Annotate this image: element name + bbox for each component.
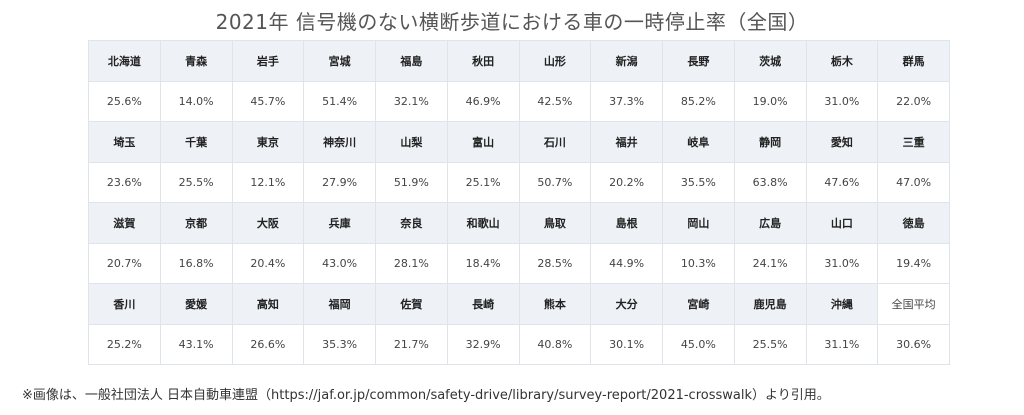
prefecture-name-cell: 秋田 [447, 41, 520, 82]
stop-rate-value-cell: 18.4% [447, 243, 520, 284]
stop-rate-value-cell: 12.1% [232, 162, 305, 203]
stop-rate-value-cell: 24.1% [734, 243, 807, 284]
stop-rate-value-cell: 22.0% [878, 81, 950, 122]
stop-rate-value-cell: 50.7% [519, 162, 592, 203]
prefecture-name-cell: 栃木 [806, 41, 879, 82]
stop-rate-table: 北海道 青森 岩手 宮城 福島 秋田 山形 新潟 長野 茨城 栃木 群馬 25.6% 14.0% 45.7%… [88, 40, 950, 365]
stop-rate-value-cell: 25.1% [447, 162, 520, 203]
prefecture-name-cell: 福井 [591, 122, 663, 163]
prefecture-name-cell: 徳島 [878, 203, 950, 244]
prefecture-name-cell: 岩手 [232, 41, 305, 82]
stop-rate-value-cell: 47.0% [878, 162, 950, 203]
prefecture-name-cell: 福島 [376, 41, 448, 82]
stop-rate-value-cell: 25.5% [734, 324, 807, 365]
stop-rate-value-cell: 20.7% [89, 243, 161, 284]
stop-rate-value-cell: 14.0% [160, 81, 233, 122]
stop-rate-value-cell: 51.9% [376, 162, 448, 203]
stop-rate-value-cell: 30.1% [591, 324, 663, 365]
prefecture-name-cell: 三重 [878, 122, 950, 163]
prefecture-name-cell: 埼玉 [89, 122, 161, 163]
stop-rate-value-cell: 32.9% [447, 324, 520, 365]
stop-rate-value-cell: 10.3% [663, 243, 735, 284]
stop-rate-value-cell: 31.1% [806, 324, 879, 365]
prefecture-name-cell: 神奈川 [304, 122, 376, 163]
stop-rate-value-cell: 26.6% [232, 324, 305, 365]
stop-rate-value-cell: 46.9% [447, 81, 520, 122]
stop-rate-value-cell: 19.4% [878, 243, 950, 284]
prefecture-name-cell: 福岡 [304, 284, 376, 325]
prefecture-name-cell: 長野 [663, 41, 735, 82]
prefecture-name-cell: 香川 [89, 284, 161, 325]
stop-rate-value-cell: 21.7% [376, 324, 448, 365]
prefecture-name-cell: 高知 [232, 284, 305, 325]
stop-rate-value-cell: 63.8% [734, 162, 807, 203]
prefecture-name-cell: 和歌山 [447, 203, 520, 244]
stop-rate-value-cell: 35.3% [304, 324, 376, 365]
prefecture-name-cell: 宮崎 [663, 284, 735, 325]
prefecture-name-cell: 愛知 [806, 122, 879, 163]
stop-rate-value-cell: 32.1% [376, 81, 448, 122]
stop-rate-value-cell: 43.0% [304, 243, 376, 284]
prefecture-name-cell: 島根 [591, 203, 663, 244]
prefecture-name-cell: 静岡 [734, 122, 807, 163]
prefecture-name-cell: 北海道 [89, 41, 161, 82]
prefecture-name-cell: 大阪 [232, 203, 305, 244]
stop-rate-value-cell: 42.5% [519, 81, 592, 122]
stop-rate-value-cell: 44.9% [591, 243, 663, 284]
stop-rate-value-cell: 45.0% [663, 324, 735, 365]
prefecture-name-cell: 滋賀 [89, 203, 161, 244]
prefecture-name-cell: 大分 [591, 284, 663, 325]
stop-rate-value-cell: 43.1% [160, 324, 233, 365]
source-footnote: ※画像は、一般社団法人 日本自動車連盟（https://jaf.or.jp/co… [22, 388, 830, 403]
stop-rate-value-cell: 25.2% [89, 324, 161, 365]
stop-rate-value-cell: 28.5% [519, 243, 592, 284]
prefecture-name-cell: 山口 [806, 203, 879, 244]
stop-rate-value-cell: 28.1% [376, 243, 448, 284]
prefecture-name-cell: 新潟 [591, 41, 663, 82]
prefecture-name-cell: 山梨 [376, 122, 448, 163]
stop-rate-value-cell: 85.2% [663, 81, 735, 122]
prefecture-name-cell: 沖縄 [806, 284, 879, 325]
prefecture-name-cell: 茨城 [734, 41, 807, 82]
prefecture-name-cell: 広島 [734, 203, 807, 244]
prefecture-name-cell: 岡山 [663, 203, 735, 244]
prefecture-name-cell: 鳥取 [519, 203, 592, 244]
stop-rate-value-cell: 25.6% [89, 81, 161, 122]
prefecture-name-cell: 鹿児島 [734, 284, 807, 325]
prefecture-name-cell: 群馬 [878, 41, 950, 82]
stop-rate-value-cell: 45.7% [232, 81, 305, 122]
prefecture-name-cell: 石川 [519, 122, 592, 163]
stop-rate-value-cell: 37.3% [591, 81, 663, 122]
prefecture-name-cell: 宮城 [304, 41, 376, 82]
prefecture-name-cell: 佐賀 [376, 284, 448, 325]
stop-rate-value-cell: 35.5% [663, 162, 735, 203]
stop-rate-value-cell: 40.8% [519, 324, 592, 365]
prefecture-name-cell: 東京 [232, 122, 305, 163]
stop-rate-value-cell: 20.4% [232, 243, 305, 284]
stop-rate-value-cell: 30.6% [878, 324, 950, 365]
prefecture-name-cell: 山形 [519, 41, 592, 82]
prefecture-name-cell: 長崎 [447, 284, 520, 325]
page-title: 2021年 信号機のない横断歩道における車の一時停止率（全国） [215, 10, 809, 34]
stop-rate-value-cell: 16.8% [160, 243, 233, 284]
stop-rate-value-cell: 31.0% [806, 243, 879, 284]
prefecture-name-cell: 富山 [447, 122, 520, 163]
prefecture-name-cell: 兵庫 [304, 203, 376, 244]
stop-rate-value-cell: 23.6% [89, 162, 161, 203]
stop-rate-value-cell: 25.5% [160, 162, 233, 203]
prefecture-name-cell: 千葉 [160, 122, 233, 163]
stop-rate-value-cell: 20.2% [591, 162, 663, 203]
stop-rate-value-cell: 27.9% [304, 162, 376, 203]
prefecture-name-cell: 青森 [160, 41, 233, 82]
stop-rate-value-cell: 51.4% [304, 81, 376, 122]
prefecture-name-cell: 奈良 [376, 203, 448, 244]
prefecture-name-cell: 熊本 [519, 284, 592, 325]
stop-rate-value-cell: 31.0% [806, 81, 879, 122]
prefecture-name-cell: 愛媛 [160, 284, 233, 325]
stop-rate-value-cell: 47.6% [806, 162, 879, 203]
stop-rate-value-cell: 19.0% [734, 81, 807, 122]
prefecture-name-cell: 岐阜 [663, 122, 735, 163]
prefecture-name-cell: 全国平均 [878, 284, 950, 325]
prefecture-name-cell: 京都 [160, 203, 233, 244]
